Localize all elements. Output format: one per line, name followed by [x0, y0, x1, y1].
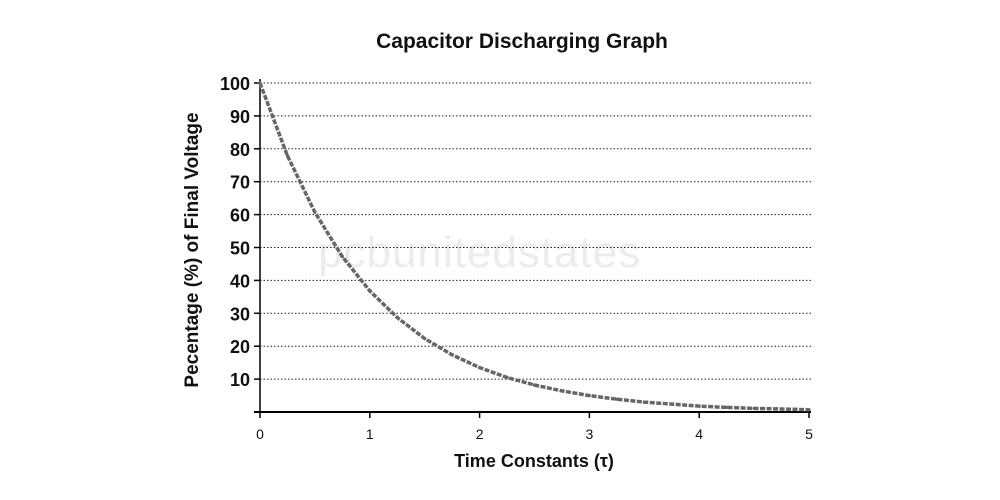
y-tick-label: 50: [230, 239, 250, 259]
data-point: [670, 402, 674, 406]
data-point: [450, 353, 454, 357]
data-point: [779, 407, 784, 411]
x-axis-label: Time Constants (τ): [454, 451, 614, 471]
data-point: [395, 315, 399, 320]
data-point: [615, 397, 619, 401]
x-tick-label: 4: [695, 426, 703, 442]
data-point: [587, 393, 592, 398]
y-tick-label: 40: [230, 271, 250, 291]
data-point: [560, 389, 564, 393]
x-tick-label: 1: [366, 426, 374, 442]
data-point: [532, 383, 537, 387]
data-point: [313, 210, 317, 214]
data-point: [752, 406, 756, 410]
data-point: [478, 365, 482, 370]
chart-title: Capacitor Discharging Graph: [376, 30, 668, 53]
data-point: [258, 81, 262, 85]
x-tick-label: 5: [805, 426, 813, 442]
data-point: [725, 405, 729, 409]
data-point: [697, 404, 701, 408]
x-tick-label: 0: [256, 426, 264, 442]
y-tick-label: 30: [230, 304, 250, 324]
data-point: [423, 337, 427, 341]
y-tick-label: 10: [230, 370, 250, 390]
y-tick-label: 80: [230, 140, 250, 160]
y-tick-label: 70: [230, 173, 250, 193]
y-tick-label: 20: [230, 337, 250, 357]
y-tick-label: 60: [230, 206, 250, 226]
data-point: [642, 400, 646, 404]
data-point: [368, 289, 372, 293]
data-point: [807, 408, 811, 412]
series-line: [258, 82, 810, 412]
x-tick-label: 2: [476, 426, 484, 442]
y-tick-label: 100: [220, 74, 250, 94]
watermark: pcbunitedstates: [318, 228, 642, 277]
data-point: [340, 255, 344, 259]
data-point: [505, 375, 509, 380]
x-tick-label: 3: [586, 426, 594, 442]
y-tick-label: 90: [230, 107, 250, 127]
data-point: [285, 154, 290, 158]
